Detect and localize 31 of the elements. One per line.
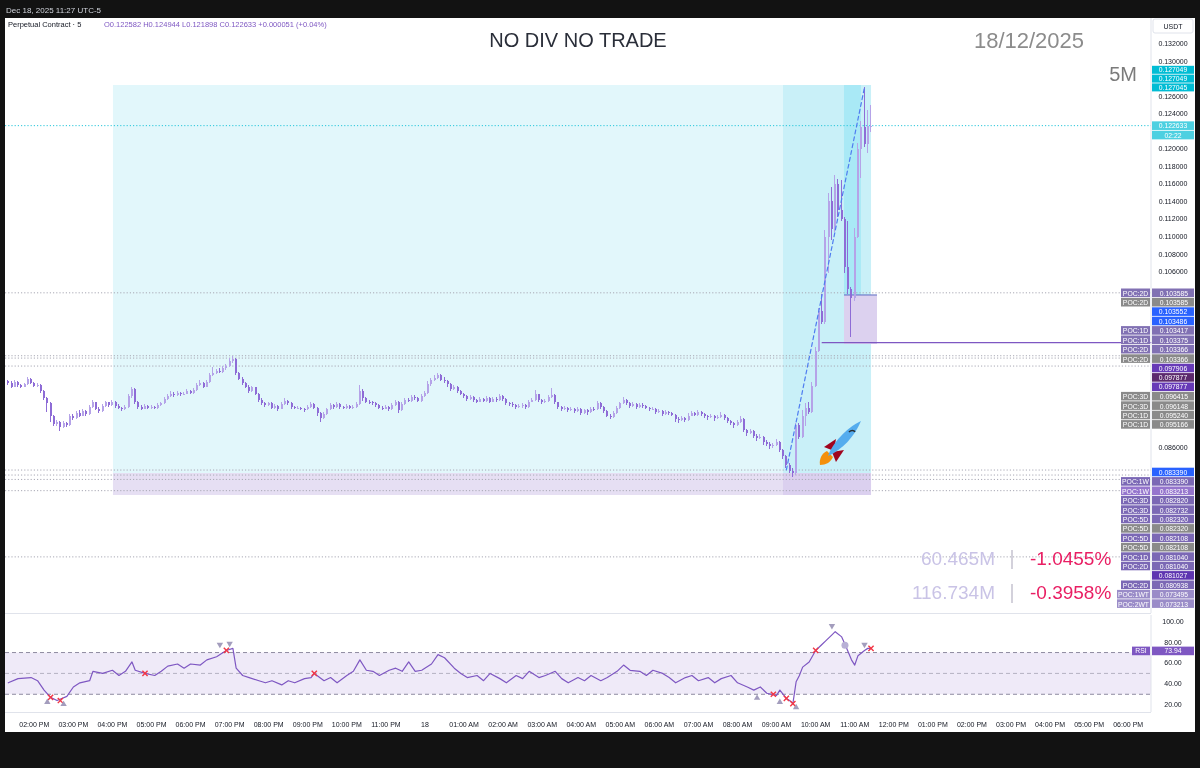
- annotation: 116.734M: [911, 582, 995, 603]
- point: [828, 624, 836, 630]
- point: [223, 647, 230, 654]
- annotation: 5M: [1109, 63, 1137, 85]
- point: [776, 698, 784, 704]
- point: [812, 647, 819, 654]
- annotation: -1.0455%: [1030, 548, 1112, 569]
- point: [861, 642, 868, 649]
- text: NO DIV NO TRADE: [489, 29, 667, 51]
- candlestick: [495, 397, 498, 402]
- point: [47, 694, 54, 701]
- point: [216, 642, 224, 649]
- candlestick: [641, 403, 644, 408]
- candlestick: [511, 402, 514, 407]
- candlestick: [521, 403, 524, 408]
- point: [44, 698, 51, 704]
- point: [770, 690, 777, 698]
- text: Dec 18, 2025 11:27 UTC-5: [6, 5, 102, 15]
- candlestick: [677, 417, 680, 423]
- annotation: -0.3958%: [1030, 582, 1112, 603]
- candlestick: [550, 388, 553, 398]
- candlestick: [413, 395, 416, 400]
- annotation: 60.465M: [921, 548, 995, 569]
- candlestick: [446, 380, 449, 387]
- point: [310, 670, 318, 677]
- candlestick: [739, 416, 742, 423]
- point: [783, 695, 790, 702]
- text: 18/12/2025: [973, 28, 1085, 53]
- point: [841, 641, 849, 649]
- point: [226, 641, 233, 648]
- point: [753, 694, 761, 700]
